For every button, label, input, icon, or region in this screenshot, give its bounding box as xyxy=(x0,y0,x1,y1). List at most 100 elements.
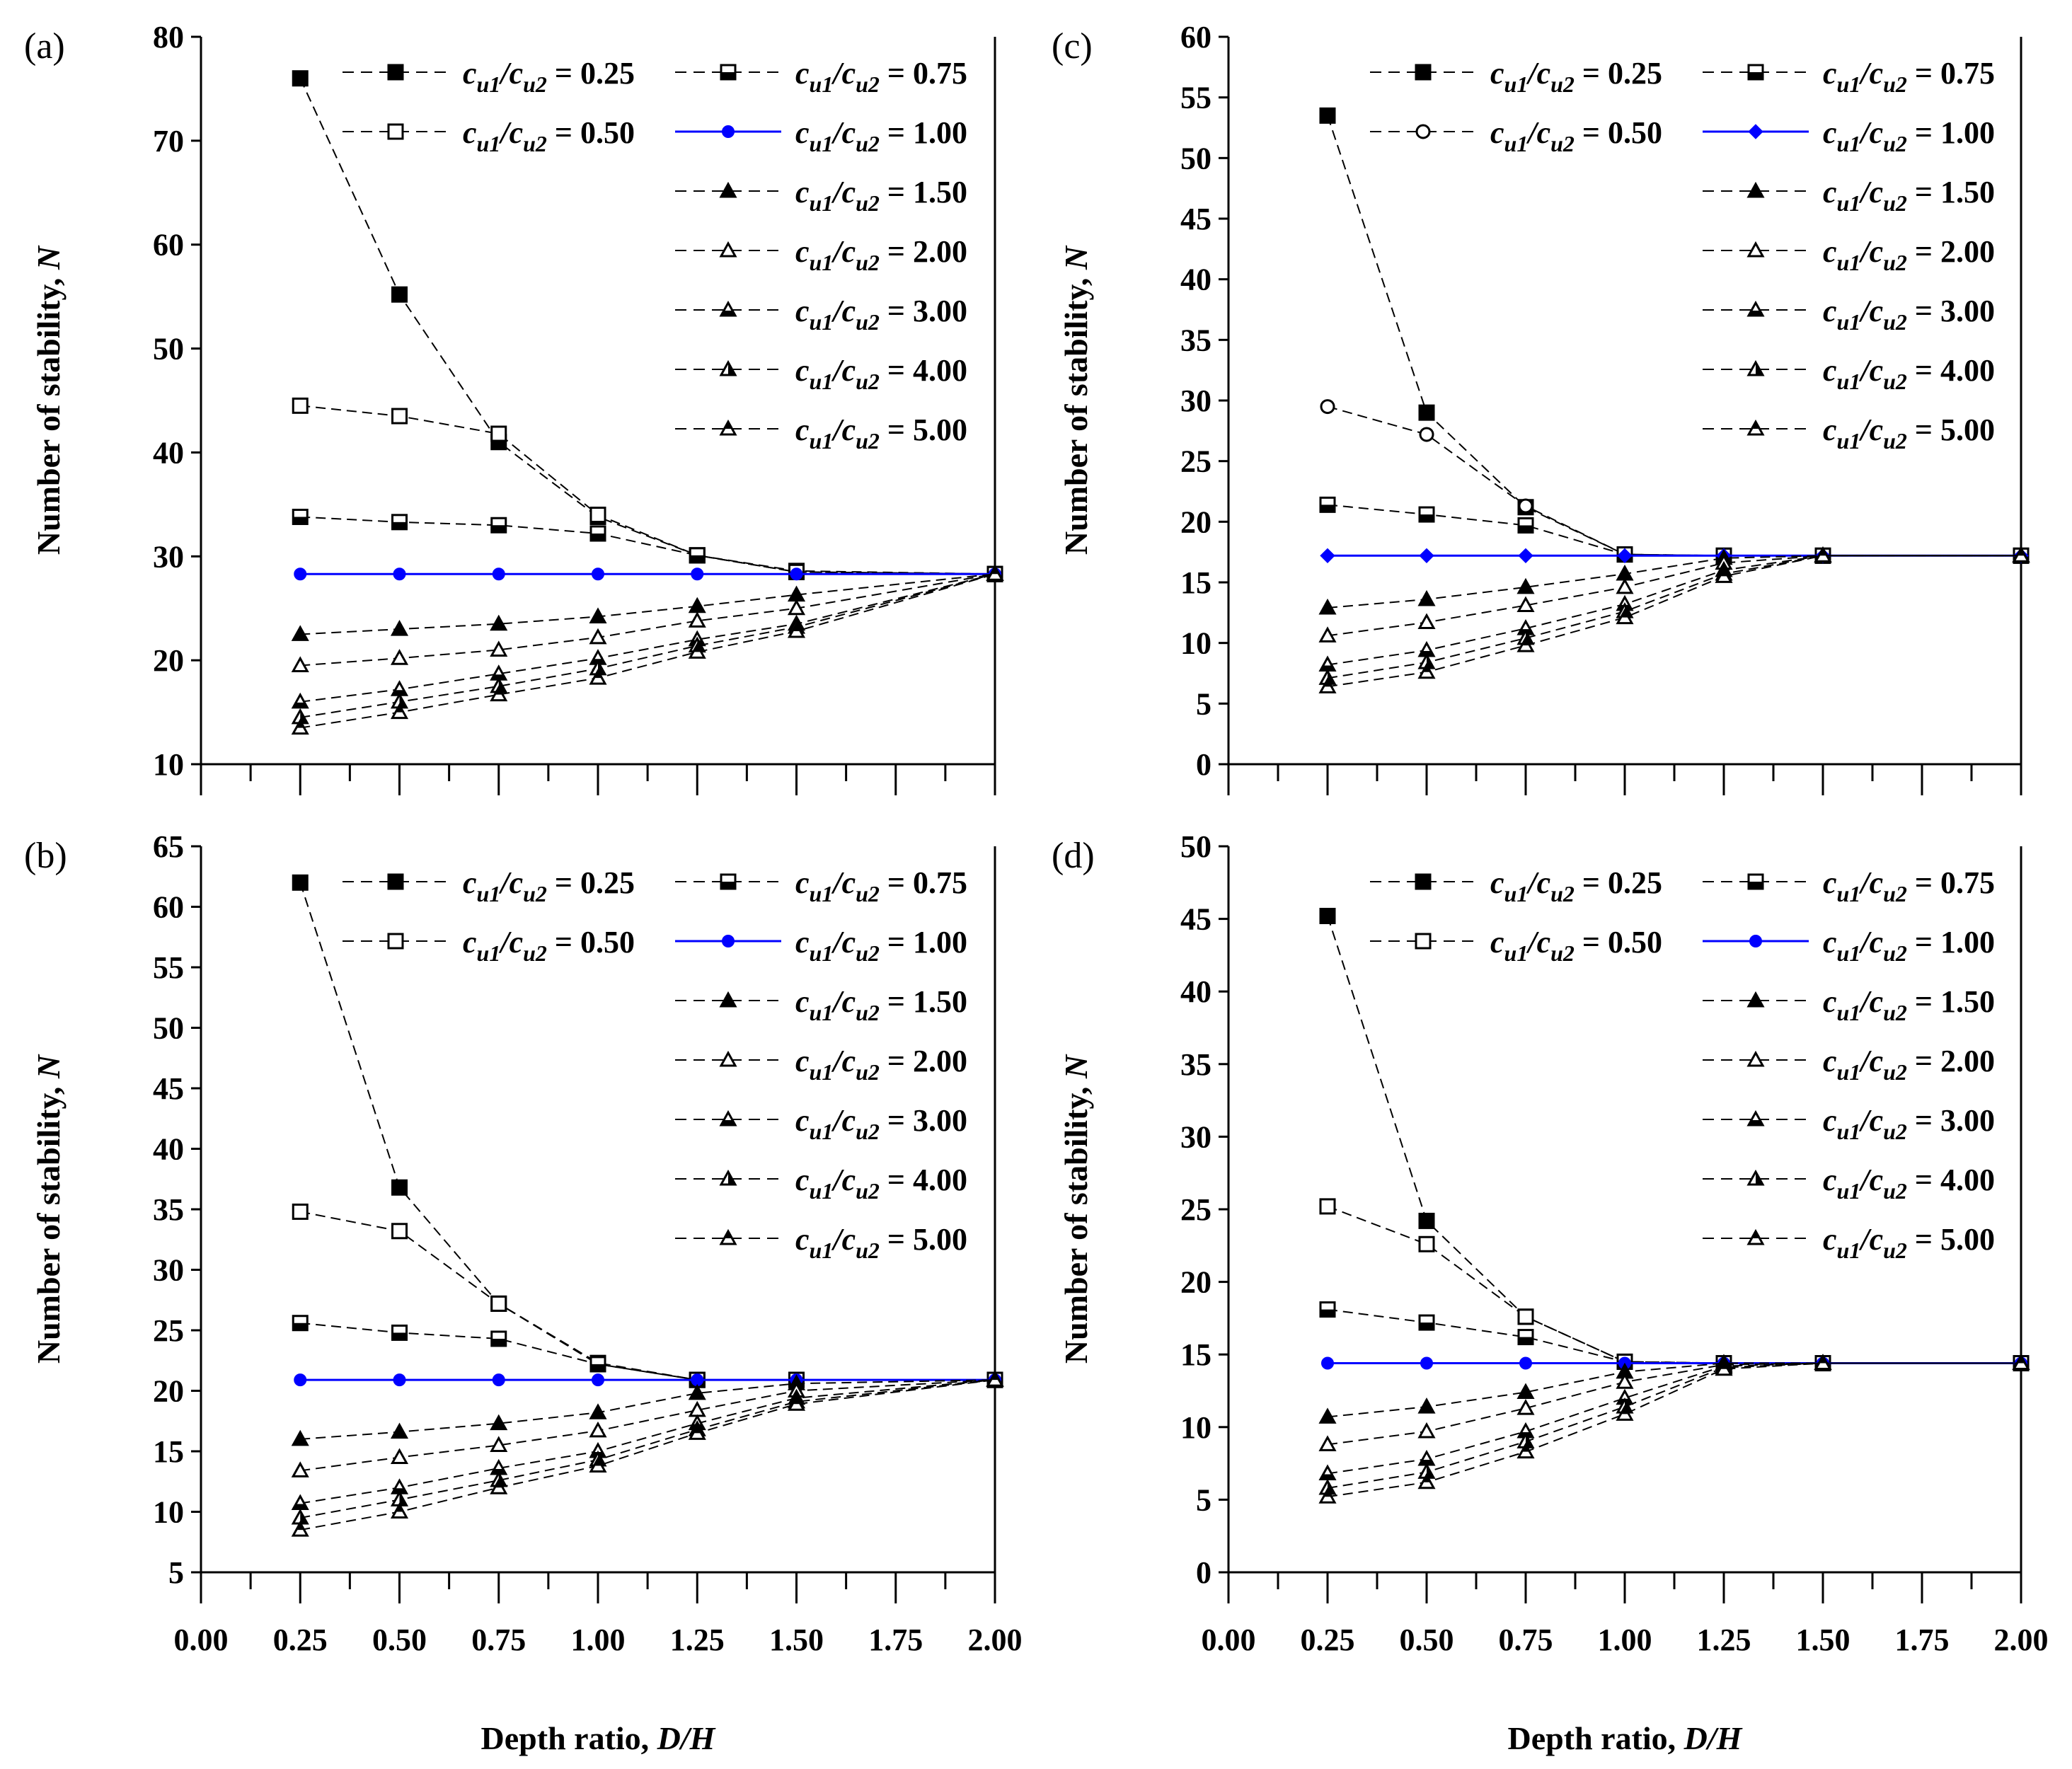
data-point xyxy=(1814,1354,1832,1371)
data-point xyxy=(1715,567,1733,583)
data-point xyxy=(787,621,806,638)
data-point xyxy=(1518,498,1533,514)
legend-marker xyxy=(1746,359,1765,376)
legend-eq: = xyxy=(1907,175,1940,209)
legend-label: cu1/cu2 = 0.75 xyxy=(1823,865,1995,906)
data-point xyxy=(1318,1435,1337,1451)
series xyxy=(1318,546,2030,672)
y-axis-title-prefix: Number of stability, xyxy=(30,1078,67,1364)
legend-slash: / xyxy=(831,925,844,960)
data-point xyxy=(787,1395,806,1411)
legend-eq: = xyxy=(880,1103,913,1138)
data-point xyxy=(393,567,406,581)
legend-slash: / xyxy=(1858,1044,1872,1078)
legend-slash: / xyxy=(831,115,844,150)
y-tick-label: 55 xyxy=(1180,81,1211,115)
data-point xyxy=(291,718,309,735)
data-point xyxy=(1319,107,1336,124)
legend-label: cu1/cu2 = 3.00 xyxy=(1823,294,1995,335)
y-tick-label: 35 xyxy=(1180,1047,1211,1082)
x-tick-label: 1.50 xyxy=(769,1623,824,1657)
legend-sub1: u1 xyxy=(1504,881,1529,906)
legend-c2: c xyxy=(510,865,524,900)
data-point xyxy=(689,547,706,564)
x-tick-label: 1.00 xyxy=(571,1623,626,1657)
legend-sub1: u1 xyxy=(1504,940,1529,966)
legend-eq: = xyxy=(1907,865,1940,900)
legend-sub2: u2 xyxy=(856,1178,880,1204)
legend-marker xyxy=(1746,419,1765,436)
legend-marker xyxy=(720,64,737,81)
data-point xyxy=(391,1223,408,1240)
series xyxy=(291,565,1004,735)
data-point xyxy=(1715,1359,1733,1376)
legend-label: cu1/cu2 = 1.50 xyxy=(1823,175,1995,216)
legend-sub1: u1 xyxy=(810,190,834,216)
series-line xyxy=(1327,555,2021,666)
legend-item: cu1/cu2 = 5.00 xyxy=(675,413,967,454)
legend-label: cu1/cu2 = 1.00 xyxy=(1823,115,1995,156)
legend-slash: / xyxy=(1858,925,1872,960)
legend-sub1: u1 xyxy=(477,940,501,966)
legend-c2: c xyxy=(842,925,856,960)
data-point xyxy=(1516,1383,1535,1400)
legend-ratio: 0.50 xyxy=(580,115,635,150)
data-point xyxy=(2012,1354,2030,1371)
legend-c2: c xyxy=(1870,413,1884,447)
data-point xyxy=(390,619,409,636)
y-tick-label: 45 xyxy=(153,1071,184,1106)
legend-item: cu1/cu2 = 3.00 xyxy=(1703,294,1995,335)
y-axis-title: Number of stability, N xyxy=(30,245,67,555)
legend-marker xyxy=(719,1050,737,1067)
legend-sub2: u2 xyxy=(1883,1178,1907,1204)
y-tick-label: 40 xyxy=(153,435,184,470)
legend-sub2: u2 xyxy=(1883,71,1907,97)
y-tick-label: 60 xyxy=(1180,20,1211,54)
legend-marker xyxy=(1415,64,1432,81)
legend-ratio: 1.00 xyxy=(913,925,967,960)
legend-c1: c xyxy=(1823,1044,1837,1078)
data-point xyxy=(1617,548,1633,564)
data-point xyxy=(390,1448,409,1465)
data-point xyxy=(292,508,309,525)
legend-sub2: u2 xyxy=(1883,250,1907,275)
y-tick-label: 50 xyxy=(1180,141,1211,175)
data-point xyxy=(292,874,309,891)
legend-c2: c xyxy=(1870,115,1884,150)
legend-sub1: u1 xyxy=(810,881,834,906)
legend-item: cu1/cu2 = 1.50 xyxy=(1703,175,1995,216)
legend-sub2: u2 xyxy=(1883,940,1907,966)
y-tick-label: 20 xyxy=(1180,1265,1211,1300)
data-point xyxy=(1418,404,1435,421)
legend-marker xyxy=(1748,124,1763,139)
x-tick-label: 0.00 xyxy=(1202,1623,1256,1657)
data-point xyxy=(490,425,507,442)
legend-c1: c xyxy=(795,1044,810,1078)
x-tick-label: 1.75 xyxy=(868,1623,923,1657)
legend-c1: c xyxy=(795,865,810,900)
legend-item: cu1/cu2 = 3.00 xyxy=(1703,1103,1995,1144)
legend-marker xyxy=(1746,1169,1765,1186)
legend-sub1: u1 xyxy=(1837,71,1861,97)
legend-eq: = xyxy=(1907,1044,1940,1078)
legend-sub2: u2 xyxy=(1883,309,1907,335)
y-tick-label: 40 xyxy=(1180,974,1211,1009)
legend-marker xyxy=(719,1228,737,1245)
x-axis-title-prefix: Depth ratio, xyxy=(481,1720,657,1756)
data-point xyxy=(1616,1405,1634,1421)
legend-item: cu1/cu2 = 1.00 xyxy=(675,115,967,156)
legend-item: cu1/cu2 = 0.25 xyxy=(343,865,635,906)
legend-eq: = xyxy=(880,413,913,447)
data-point xyxy=(589,1456,607,1473)
legend-marker xyxy=(387,123,404,140)
legend-slash: / xyxy=(1858,984,1872,1019)
x-tick-label: 2.00 xyxy=(1994,1623,2049,1657)
y-axis-title-var: N xyxy=(1058,245,1094,270)
y-tick-label: 10 xyxy=(153,1495,184,1530)
legend-c2: c xyxy=(1870,294,1884,328)
legend-sub2: u2 xyxy=(1550,131,1575,156)
y-tick-label: 70 xyxy=(153,124,184,159)
legend-marker xyxy=(1746,300,1765,317)
legend-sub1: u1 xyxy=(1837,1000,1861,1025)
